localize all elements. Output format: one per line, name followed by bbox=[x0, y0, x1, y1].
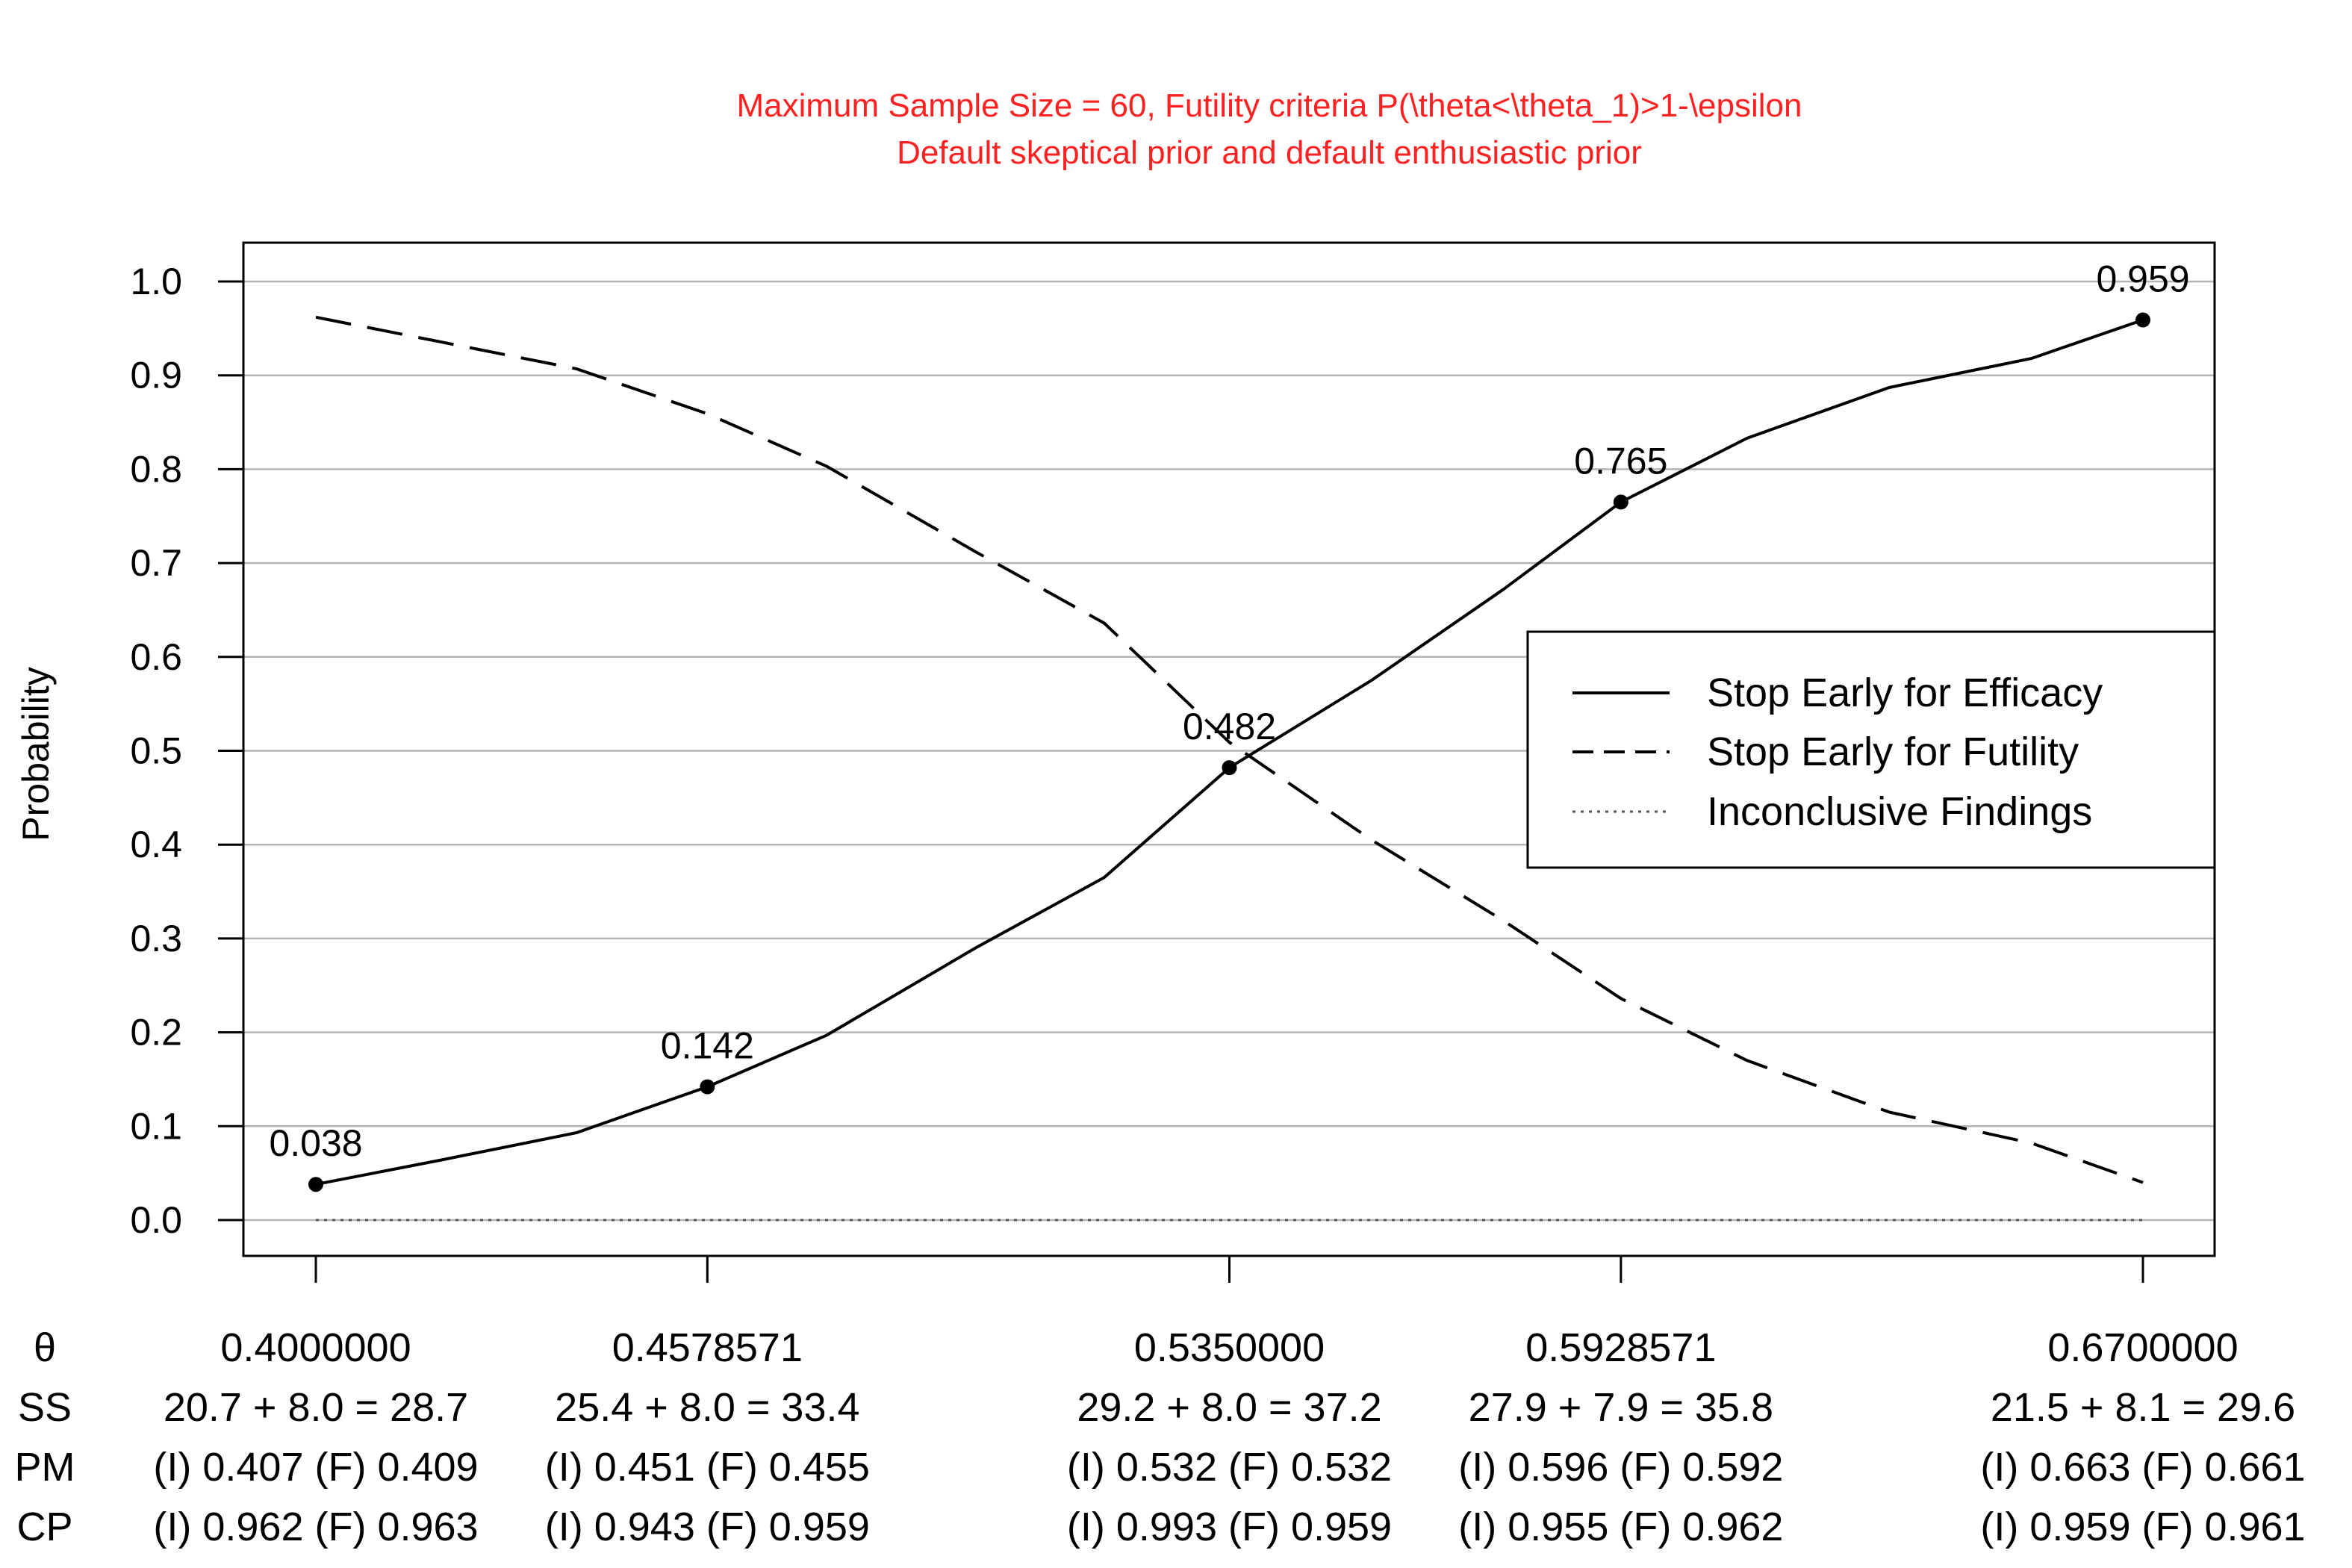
table-cell: 29.2 + 8.0 = 37.2 bbox=[1077, 1385, 1381, 1430]
y-tick-label: 1.0 bbox=[130, 261, 182, 302]
table-cell: 27.9 + 7.9 = 35.8 bbox=[1469, 1385, 1773, 1430]
data-point bbox=[308, 1177, 323, 1192]
table-cell: (I) 0.596 (F) 0.592 bbox=[1458, 1445, 1783, 1490]
data-point bbox=[700, 1079, 715, 1095]
table-cell: 0.6700000 bbox=[2047, 1325, 2238, 1370]
table-cell: (I) 0.993 (F) 0.959 bbox=[1067, 1505, 1392, 1549]
data-point bbox=[2135, 312, 2150, 328]
data-label: 0.765 bbox=[1574, 440, 1667, 482]
series-line-2 bbox=[315, 315, 2144, 1184]
table-cell: (I) 0.955 (F) 0.962 bbox=[1458, 1505, 1783, 1549]
legend-label: Stop Early for Efficacy bbox=[1707, 671, 2103, 715]
y-tick-label: 0.9 bbox=[130, 355, 182, 396]
y-tick-label: 0.2 bbox=[130, 1012, 182, 1054]
data-label: 0.482 bbox=[1183, 706, 1276, 747]
table-cell: 0.4578571 bbox=[612, 1325, 803, 1370]
chart-title: Maximum Sample Size = 60, Futility crite… bbox=[737, 87, 1802, 124]
data-point bbox=[1222, 760, 1237, 776]
table-cell: (I) 0.407 (F) 0.409 bbox=[153, 1445, 478, 1490]
table-cell: 21.5 + 8.1 = 29.6 bbox=[1991, 1385, 2295, 1430]
y-tick-label: 0.7 bbox=[130, 542, 182, 584]
legend-label: Inconclusive Findings bbox=[1707, 789, 2092, 834]
legend-label: Stop Early for Futility bbox=[1707, 729, 2079, 774]
table-cell: 0.5350000 bbox=[1134, 1325, 1325, 1370]
y-tick-label: 0.5 bbox=[130, 730, 182, 772]
y-tick-label: 0.8 bbox=[130, 448, 182, 490]
table-row-label: PM bbox=[15, 1445, 75, 1490]
table-cell: (I) 0.451 (F) 0.455 bbox=[545, 1445, 870, 1490]
data-label: 0.959 bbox=[2096, 258, 2189, 300]
legend-box bbox=[1526, 630, 2216, 869]
y-axis: 0.0 0.1 0.2 0.3 0.4 0.5 0.6 0.7 0.8 0.9 1.0 bbox=[130, 261, 243, 1241]
y-axis-label: Probability bbox=[15, 667, 57, 841]
table-cell: (I) 0.943 (F) 0.959 bbox=[545, 1505, 870, 1549]
table-row-label: SS bbox=[18, 1385, 72, 1430]
y-tick-label: 0.3 bbox=[130, 918, 182, 959]
table-cell: (I) 0.532 (F) 0.532 bbox=[1067, 1445, 1392, 1490]
table-cell: (I) 0.959 (F) 0.961 bbox=[1980, 1505, 2305, 1549]
table-row-label: CP bbox=[16, 1505, 72, 1549]
y-tick-label: 0.1 bbox=[130, 1105, 182, 1147]
y-tick-label: 0.6 bbox=[130, 636, 182, 678]
data-points: 0.038 0.142 0.482 0.765 0.959 bbox=[269, 258, 2190, 1192]
data-label: 0.038 bbox=[269, 1122, 362, 1164]
table-row-label: θ bbox=[34, 1325, 56, 1370]
table-cell: 0.5928571 bbox=[1525, 1325, 1716, 1370]
data-label: 0.142 bbox=[661, 1025, 754, 1067]
table-cell: 25.4 + 8.0 = 33.4 bbox=[555, 1385, 859, 1430]
table-cell: 20.7 + 8.0 = 28.7 bbox=[164, 1385, 468, 1430]
legend: Stop Early for Efficacy Stop Early for Fu… bbox=[1526, 630, 2216, 869]
table-cell: (I) 0.663 (F) 0.661 bbox=[1980, 1445, 2305, 1490]
table-cell: 0.4000000 bbox=[220, 1325, 411, 1370]
chart-subtitle: Default skeptical prior and default enth… bbox=[897, 134, 1642, 171]
y-tick-label: 0.0 bbox=[130, 1199, 182, 1241]
bottom-table: θ SS PM CP 0.4000000 20.7 + 8.0 = 28.7 (I) 0.4… bbox=[15, 1325, 2306, 1549]
data-point bbox=[1613, 494, 1628, 510]
grid-lines bbox=[243, 280, 2215, 1222]
y-tick-label: 0.4 bbox=[130, 824, 182, 865]
table-cell: (I) 0.962 (F) 0.963 bbox=[153, 1505, 478, 1549]
